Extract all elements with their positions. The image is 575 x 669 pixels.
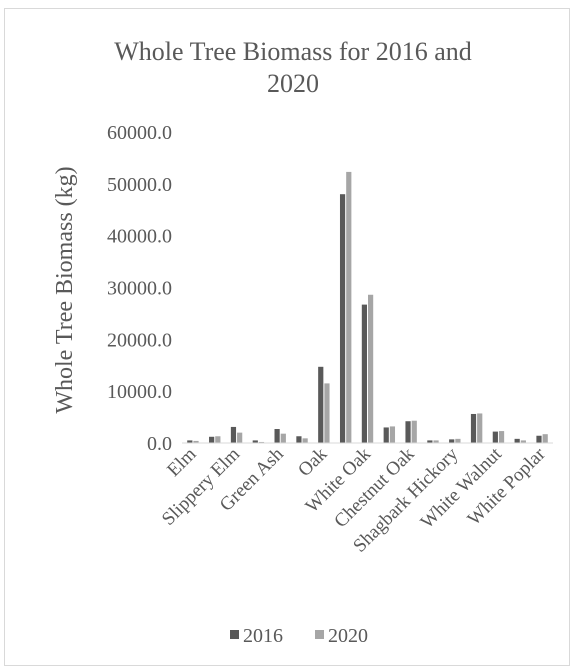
bar-2020	[215, 436, 221, 443]
bar-2020	[302, 438, 308, 443]
y-tick-label: 0.0	[147, 433, 172, 455]
bar-2016	[274, 429, 280, 443]
legend-label-2020: 2020	[328, 625, 368, 647]
bar-2020	[389, 426, 396, 443]
bar-2016	[187, 440, 193, 443]
bar-2020	[258, 441, 265, 443]
bar-2020	[433, 440, 439, 443]
bar-2020	[280, 433, 286, 443]
y-tick-label: 20000.0	[107, 329, 172, 351]
bar-2016	[405, 421, 411, 443]
bar-2016	[209, 436, 215, 443]
bar-2016	[318, 366, 324, 443]
bar-2020	[237, 432, 243, 443]
bar-2016	[383, 427, 389, 443]
bar-2016	[492, 431, 498, 443]
bar-2016	[252, 440, 258, 443]
chart-frame	[4, 8, 570, 666]
bar-2016	[470, 413, 477, 443]
bar-2020	[411, 420, 417, 443]
bar-2020	[477, 413, 483, 443]
bar-2020	[346, 171, 352, 443]
y-tick-label: 50000.0	[107, 174, 172, 196]
y-axis-label: Whole Tree Biomass (kg)	[52, 166, 78, 413]
bar-2020	[455, 438, 461, 443]
legend-swatch-2020	[315, 630, 324, 639]
y-tick-label: 40000.0	[107, 226, 172, 248]
legend-swatch-2016	[230, 630, 239, 639]
bar-2020	[193, 440, 199, 443]
bar-2020	[520, 440, 526, 443]
bars	[187, 171, 548, 443]
bar-2016	[296, 436, 302, 443]
chart-title-line-1: Whole Tree Biomass for 2016 and	[114, 37, 471, 66]
legend: 2016 2020	[230, 625, 368, 647]
bar-2016	[361, 304, 367, 443]
legend-label-2016: 2016	[243, 625, 283, 647]
bar-2016	[339, 194, 346, 443]
bar-2016	[514, 438, 520, 443]
y-tick-label: 30000.0	[107, 278, 172, 300]
bar-2016	[449, 439, 455, 443]
bar-2020	[542, 434, 548, 443]
bar-2020	[324, 383, 330, 443]
bar-2020	[368, 294, 374, 443]
chart-title-line-2: 2020	[267, 69, 319, 98]
category-label: Oak	[294, 443, 332, 481]
y-tick-label: 10000.0	[107, 381, 172, 403]
bar-2020	[498, 431, 505, 443]
y-tick-label: 60000.0	[107, 122, 172, 144]
bar-2016	[230, 426, 237, 443]
bar-2016	[427, 440, 433, 443]
bar-2016	[536, 435, 542, 443]
y-ticks: 0.0 10000.0 20000.0 30000.0 40000.0 50000.0 60…	[107, 122, 172, 455]
